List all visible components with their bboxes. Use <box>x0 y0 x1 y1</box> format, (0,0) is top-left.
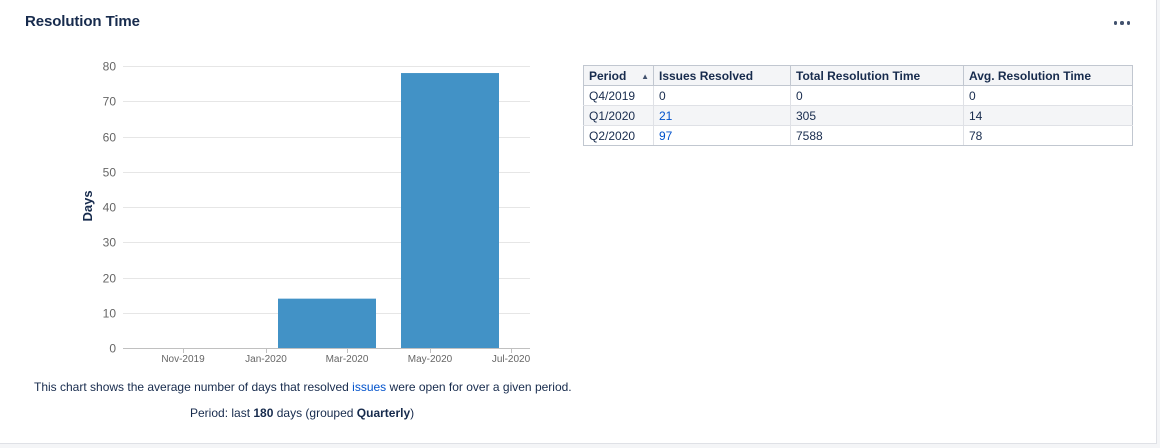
cell-period: Q4/2019 <box>583 85 654 106</box>
period-prefix: Period: last <box>190 406 254 420</box>
x-tick-label: Jan-2020 <box>245 354 287 365</box>
table-row: Q2/2020 97 7588 78 <box>583 125 1133 146</box>
resolution-time-table: Period ▲ Issues Resolved Total Resolutio… <box>583 65 1133 146</box>
chart-bars <box>278 73 499 349</box>
column-header-issues-resolved[interactable]: Issues Resolved <box>653 65 791 86</box>
y-tick-label: 60 <box>103 131 117 145</box>
caption-text-after: were open for over a given period. <box>386 380 572 394</box>
gadget-title: Resolution Time <box>25 13 140 30</box>
chart-description: This chart shows the average number of d… <box>34 380 572 394</box>
sort-asc-icon: ▲ <box>641 72 649 81</box>
chart-bar <box>401 73 499 349</box>
y-tick-label: 50 <box>103 166 117 180</box>
resolution-time-chart: 0 10 20 30 40 50 60 70 80 Nov-2019 Jan-2020 Mar-202… <box>80 60 531 366</box>
period-grouping: Quarterly <box>356 406 411 420</box>
y-tick-label: 40 <box>103 201 117 215</box>
period-suffix: ) <box>410 406 415 420</box>
table-header-row: Period ▲ Issues Resolved Total Resolutio… <box>583 65 1133 86</box>
cell-avg-resolution-time: 14 <box>963 105 1133 126</box>
period-days: 180 <box>253 406 274 420</box>
chart-axes: 0 10 20 30 40 50 60 70 80 Nov-2019 Jan-2020 Mar-202… <box>103 60 531 366</box>
x-tick-label: May-2020 <box>408 354 453 365</box>
cell-avg-resolution-time: 78 <box>963 125 1133 146</box>
issues-link[interactable]: issues <box>352 380 387 394</box>
table-row: Q4/2019 0 0 0 <box>583 85 1133 106</box>
issues-resolved-link[interactable]: 97 <box>659 128 673 143</box>
more-dot <box>1113 21 1118 25</box>
column-header-avg-resolution-time[interactable]: Avg. Resolution Time <box>963 65 1133 86</box>
cell-issues-resolved: 0 <box>653 85 791 106</box>
cell-issues-resolved: 97 <box>653 125 791 146</box>
cell-avg-resolution-time: 0 <box>963 85 1133 106</box>
cell-total-resolution-time: 0 <box>790 85 964 106</box>
y-axis-label: Days <box>80 190 95 221</box>
x-tick-label: Jul-2020 <box>492 354 531 365</box>
cell-issues-resolved: 21 <box>653 105 791 126</box>
more-dot <box>1126 21 1131 25</box>
x-tick-label: Nov-2019 <box>161 354 205 365</box>
period-summary: Period: last 180 days (grouped Quarterly… <box>190 406 414 420</box>
cell-total-resolution-time: 7588 <box>790 125 964 146</box>
more-dot <box>1120 21 1124 25</box>
cell-period: Q1/2020 <box>583 105 654 126</box>
cell-total-resolution-time: 305 <box>790 105 964 126</box>
y-tick-label: 70 <box>103 95 117 109</box>
y-tick-label: 20 <box>103 272 117 286</box>
y-tick-label: 0 <box>109 342 116 356</box>
y-tick-label: 10 <box>103 307 117 321</box>
column-header-period[interactable]: Period ▲ <box>583 65 654 86</box>
table-row: Q1/2020 21 305 14 <box>583 105 1133 126</box>
column-header-label: Period <box>589 68 627 83</box>
caption-text-before: This chart shows the average number of d… <box>34 380 353 394</box>
y-tick-label: 30 <box>103 236 117 250</box>
column-header-total-resolution-time[interactable]: Total Resolution Time <box>790 65 964 86</box>
x-tick-label: Mar-2020 <box>326 354 369 365</box>
period-middle: days (grouped <box>273 406 357 420</box>
y-tick-label: 80 <box>103 60 117 74</box>
chart-bar <box>278 298 376 348</box>
more-options-icon[interactable] <box>1107 10 1137 36</box>
cell-period: Q2/2020 <box>583 125 654 146</box>
issues-resolved-link[interactable]: 21 <box>659 108 673 123</box>
